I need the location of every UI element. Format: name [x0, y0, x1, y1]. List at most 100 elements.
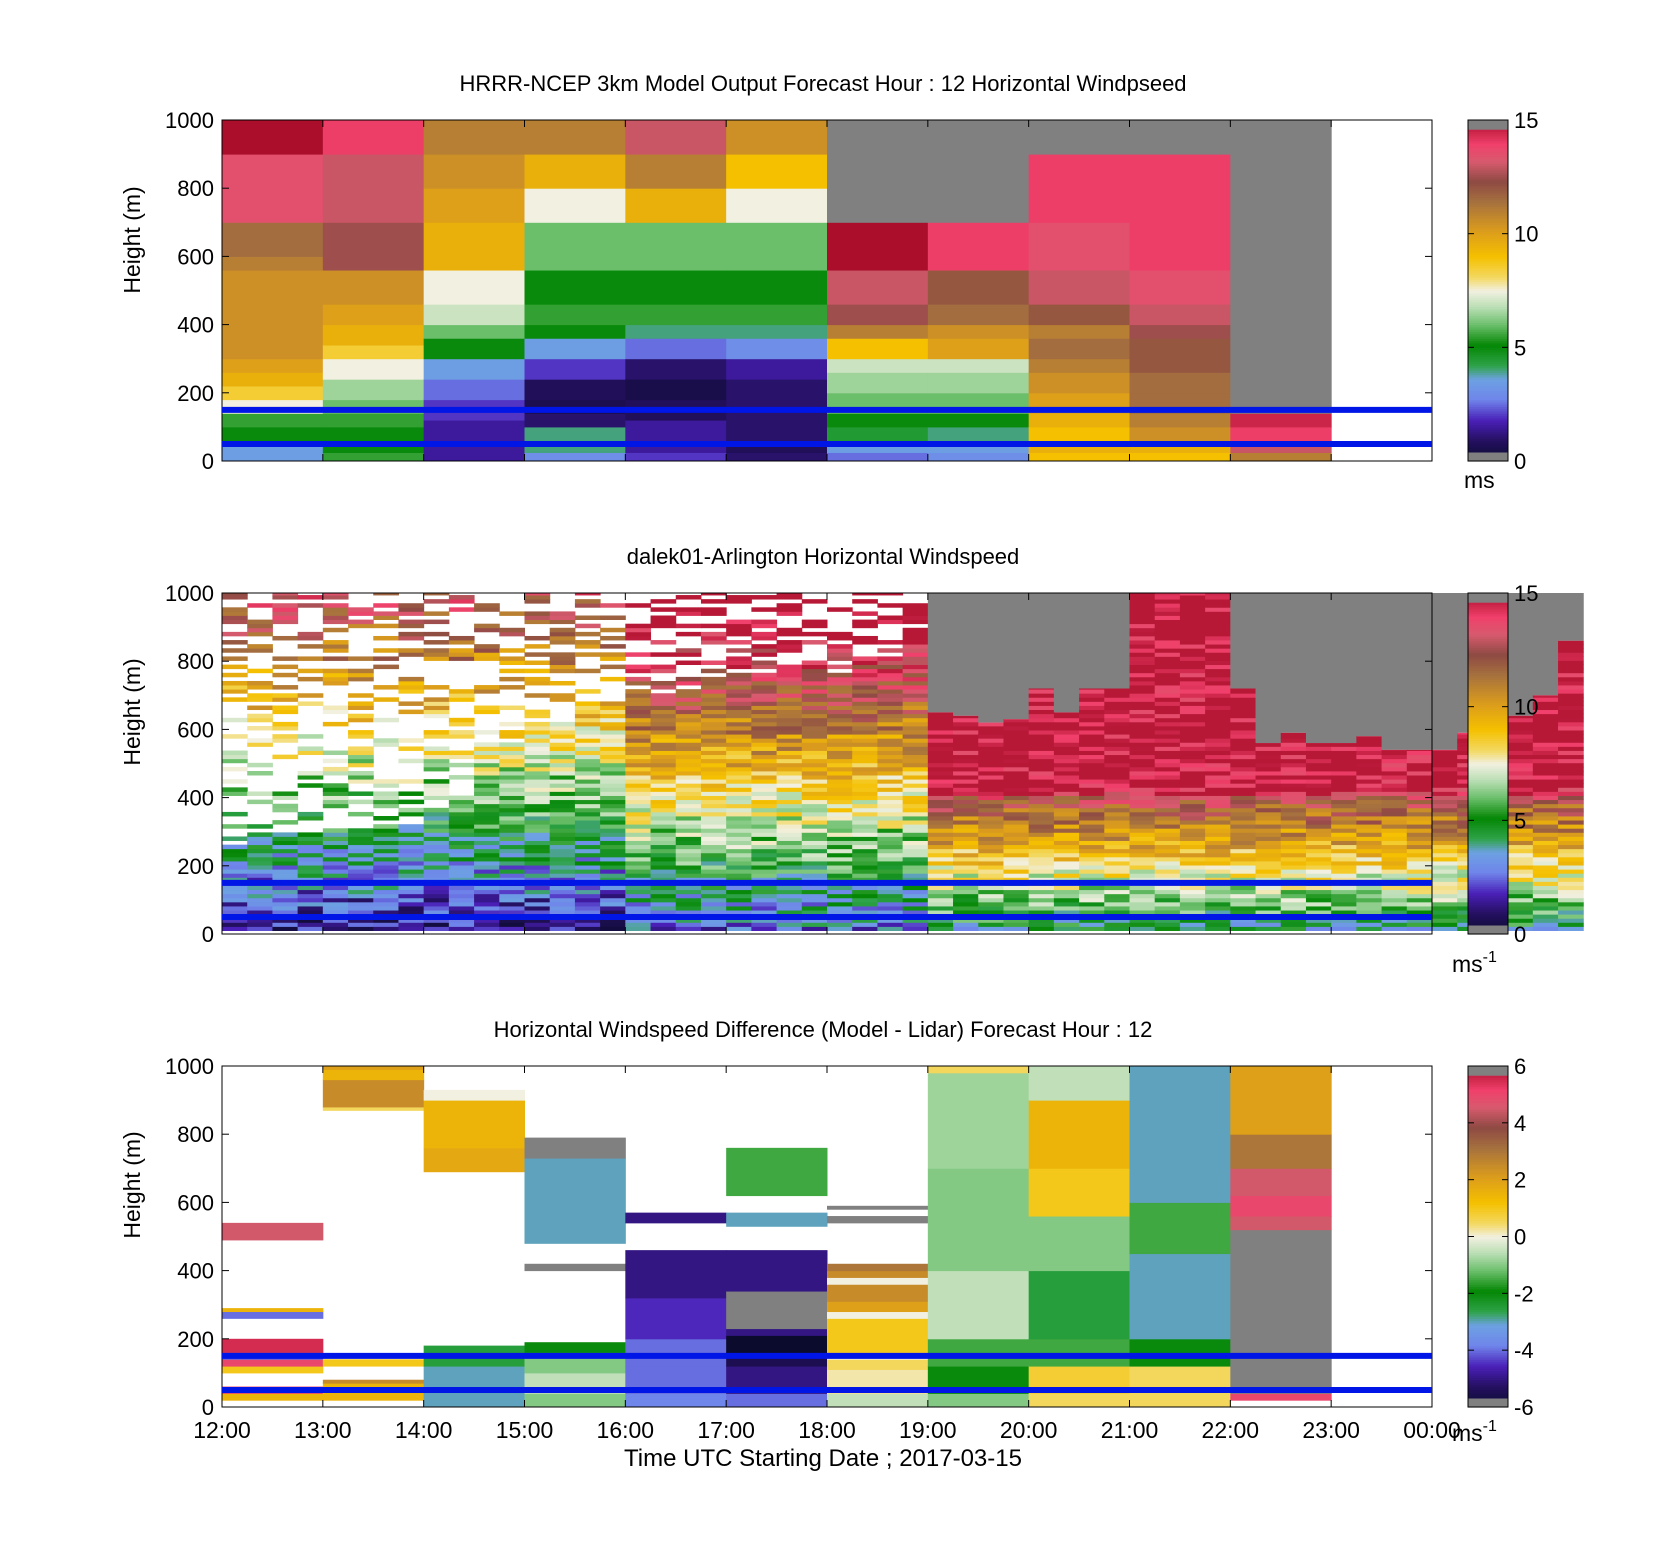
heatmap-cell [322, 795, 349, 801]
colorbar-segment [1468, 1159, 1508, 1163]
heatmap-cell [1230, 1168, 1332, 1197]
heatmap-cell [1432, 840, 1458, 846]
colorbar-segment [1468, 593, 1508, 596]
heatmap-cell [726, 324, 828, 339]
heatmap-cell [398, 889, 425, 895]
heatmap-cell [1305, 893, 1332, 899]
heatmap-cell [1406, 787, 1433, 792]
heatmap-cell [524, 709, 551, 715]
heatmap-cell [1053, 893, 1080, 899]
colorbar-segment [1468, 1254, 1508, 1258]
heatmap-cell [247, 897, 273, 903]
heatmap-cell [927, 771, 954, 776]
colorbar-segment [1468, 1216, 1508, 1219]
heatmap-cell [625, 885, 652, 891]
colorbar-segment [1468, 736, 1508, 740]
colorbar-segment [1468, 604, 1508, 608]
colorbar-segment [1468, 379, 1508, 383]
heatmap-cell [700, 709, 727, 715]
heatmap-cell [1179, 697, 1206, 702]
heatmap-cell [1532, 897, 1559, 903]
heatmap-cell [700, 730, 727, 735]
heatmap-cell [776, 627, 803, 633]
heatmap-cell [348, 734, 374, 739]
heatmap-cell [1154, 910, 1181, 915]
heatmap-cell [650, 771, 677, 776]
colorbar-segment [1468, 870, 1508, 874]
heatmap-cell [1406, 889, 1433, 895]
heatmap-cell [827, 413, 929, 428]
heatmap-cell [1003, 803, 1030, 809]
heatmap-cell [1053, 856, 1080, 862]
heatmap-cell [978, 754, 1004, 760]
heatmap-cell [978, 893, 1004, 899]
colorbar-segment [1468, 1238, 1508, 1242]
heatmap-cell [700, 635, 727, 641]
heatmap-cell [1154, 725, 1181, 731]
heatmap-cell [348, 889, 374, 895]
heatmap-cell [700, 705, 727, 711]
heatmap-cell [1104, 852, 1130, 858]
heatmap-cell [1558, 664, 1584, 670]
heatmap-cell [524, 668, 551, 674]
heatmap-cell [549, 775, 576, 780]
heatmap-cell [247, 603, 273, 608]
heatmap-cell [549, 901, 576, 907]
heatmap-cell [801, 693, 828, 698]
heatmap-cell [650, 758, 677, 764]
heatmap-cell [1558, 885, 1584, 891]
heatmap-cell [1558, 656, 1584, 661]
heatmap-cell [1205, 717, 1231, 723]
heatmap-cell [600, 652, 626, 657]
heatmap-cell [852, 824, 878, 829]
heatmap-cell [1305, 791, 1332, 796]
heatmap-cell [625, 738, 652, 743]
heatmap-cell [1255, 828, 1282, 833]
colorbar-segment [1468, 1177, 1508, 1181]
heatmap-cell [1305, 779, 1332, 784]
heatmap-cell [726, 1393, 828, 1408]
heatmap-cell [650, 717, 677, 723]
colorbar-segment [1468, 306, 1508, 310]
heatmap-cell [726, 787, 752, 792]
heatmap-cell [423, 910, 450, 915]
heatmap-cell [1179, 918, 1206, 923]
heatmap-cell [398, 865, 425, 870]
heatmap-cell [600, 717, 626, 723]
no-data-cell [1079, 593, 1105, 689]
colorbar-segment [1468, 1261, 1508, 1265]
heatmap-cell [852, 877, 878, 882]
heatmap-cell [1280, 877, 1307, 882]
heatmap-cell [1280, 873, 1307, 878]
heatmap-cell [348, 873, 374, 878]
heatmap-cell [776, 893, 803, 899]
heatmap-cell [1507, 840, 1534, 846]
heatmap-cell [801, 844, 828, 850]
x-tick-label: 19:00 [899, 1417, 957, 1443]
heatmap-cell [978, 758, 1004, 764]
heatmap-cell [1129, 685, 1156, 690]
heatmap-cell [448, 775, 475, 780]
heatmap-cell [272, 910, 299, 915]
heatmap-cell [272, 869, 299, 874]
heatmap-cell [1406, 906, 1433, 911]
heatmap-cell [474, 816, 500, 821]
heatmap-cell [373, 869, 399, 874]
heatmap-cell [448, 754, 475, 760]
heatmap-cell [222, 901, 248, 907]
heatmap-cell [1053, 865, 1080, 870]
heatmap-cell [524, 593, 551, 596]
heatmap-cell [625, 358, 727, 380]
heatmap-cell [1255, 807, 1282, 813]
heatmap-cell [927, 840, 954, 846]
heatmap-cell [927, 824, 954, 829]
heatmap-cell [524, 358, 626, 380]
heatmap-cell [1179, 848, 1206, 854]
heatmap-cell [222, 877, 248, 882]
heatmap-cell [801, 910, 828, 915]
heatmap-cell [1129, 758, 1156, 764]
heatmap-cell [650, 897, 677, 903]
heatmap-cell [852, 697, 878, 702]
heatmap-cell [1280, 750, 1307, 756]
heatmap-cell [1129, 787, 1156, 792]
